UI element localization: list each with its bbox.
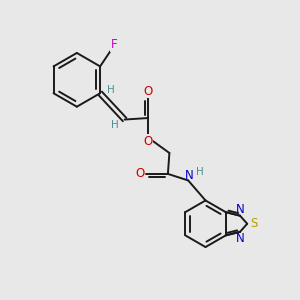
Text: S: S bbox=[250, 217, 257, 230]
Text: H: H bbox=[111, 120, 119, 130]
Text: H: H bbox=[107, 85, 114, 95]
Text: N: N bbox=[236, 202, 245, 216]
Text: N: N bbox=[185, 169, 194, 182]
Text: F: F bbox=[111, 38, 118, 51]
Text: O: O bbox=[143, 134, 152, 148]
Text: O: O bbox=[135, 167, 145, 180]
Text: O: O bbox=[143, 85, 152, 98]
Text: H: H bbox=[196, 167, 203, 177]
Text: N: N bbox=[236, 232, 245, 245]
